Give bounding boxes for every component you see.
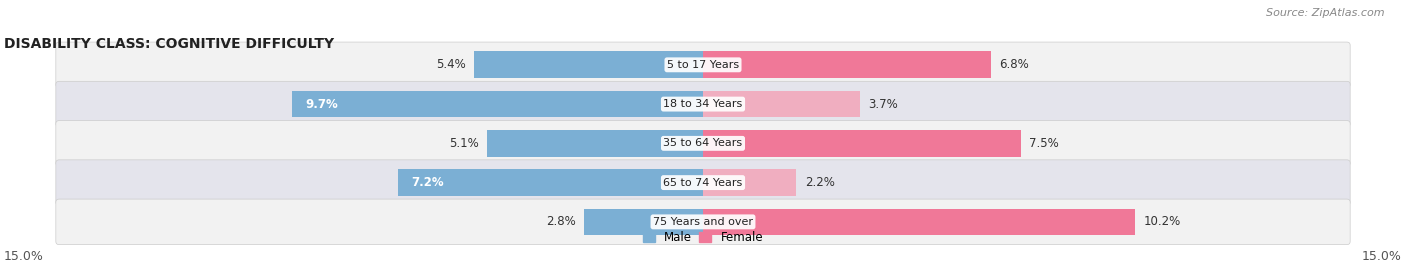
Text: 6.8%: 6.8% [1000,58,1029,71]
Text: DISABILITY CLASS: COGNITIVE DIFFICULTY: DISABILITY CLASS: COGNITIVE DIFFICULTY [4,36,335,50]
Text: 15.0%: 15.0% [4,250,44,263]
FancyBboxPatch shape [56,160,1350,205]
Text: 3.7%: 3.7% [868,97,898,111]
Bar [703,169,796,196]
Text: 35 to 64 Years: 35 to 64 Years [664,138,742,148]
Text: 5 to 17 Years: 5 to 17 Years [666,60,740,70]
Bar [292,91,703,117]
Text: 5.1%: 5.1% [449,137,478,150]
Bar [486,130,703,157]
Bar [703,91,859,117]
Bar [585,208,703,235]
Bar [703,130,1021,157]
FancyBboxPatch shape [56,42,1350,87]
FancyBboxPatch shape [56,81,1350,127]
Text: 10.2%: 10.2% [1143,215,1181,228]
Text: 18 to 34 Years: 18 to 34 Years [664,99,742,109]
Text: 7.2%: 7.2% [411,176,443,189]
FancyBboxPatch shape [56,121,1350,166]
Bar [703,52,991,78]
FancyBboxPatch shape [56,199,1350,245]
Bar [474,52,703,78]
Bar [703,208,1135,235]
Text: 65 to 74 Years: 65 to 74 Years [664,178,742,188]
Text: 2.2%: 2.2% [804,176,835,189]
Text: 15.0%: 15.0% [1362,250,1402,263]
Legend: Male, Female: Male, Female [638,226,768,248]
Text: 2.8%: 2.8% [546,215,576,228]
Text: 9.7%: 9.7% [305,97,337,111]
Text: Source: ZipAtlas.com: Source: ZipAtlas.com [1267,8,1385,18]
Text: 75 Years and over: 75 Years and over [652,217,754,227]
Text: 7.5%: 7.5% [1029,137,1059,150]
Bar [398,169,703,196]
Text: 5.4%: 5.4% [436,58,465,71]
